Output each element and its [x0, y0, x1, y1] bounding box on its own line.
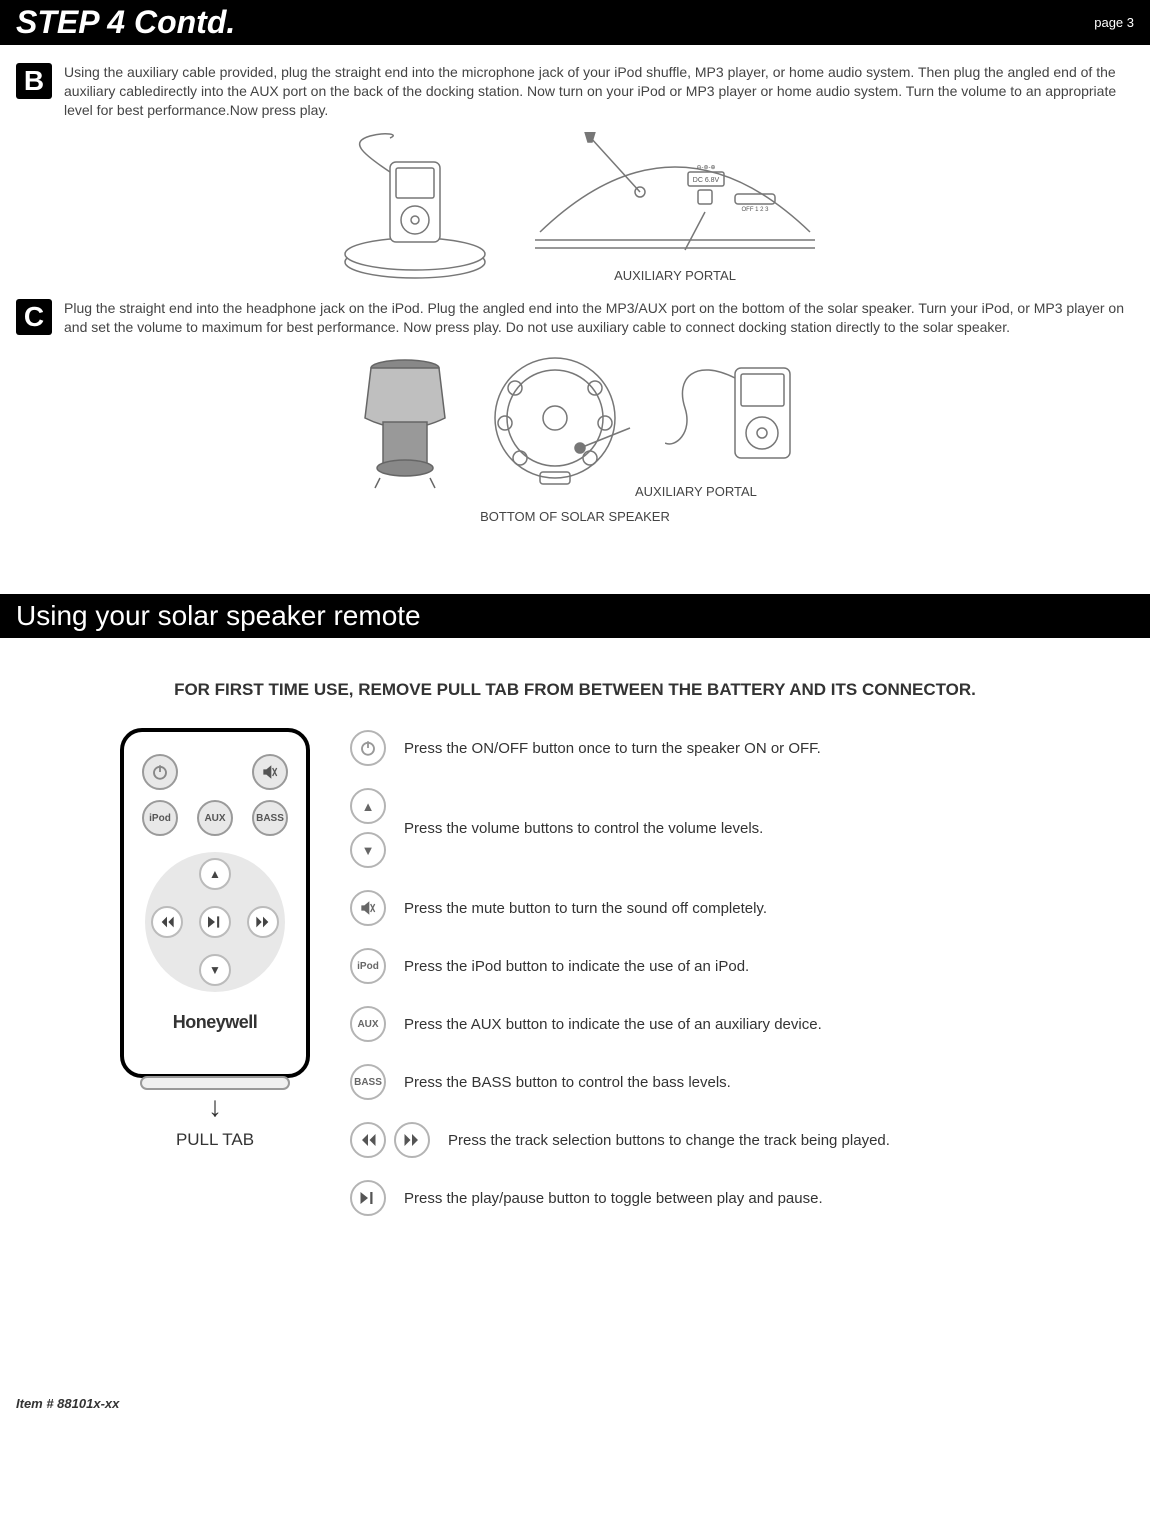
step-c-letter: C — [16, 299, 52, 335]
remote-aux-button: AUX — [197, 800, 233, 836]
remote-body: iPod AUX BASS ▲ ▼ Honeywell — [120, 728, 310, 1078]
control-row-bass: BASS Press the BASS button to control th… — [350, 1064, 1070, 1100]
next-track-icon — [394, 1122, 430, 1158]
speaker-side-illustration — [345, 348, 465, 498]
step-b-letter: B — [16, 63, 52, 99]
step-b-illustration: ⊖-⊛-⊕ DC 6.8V OFF 1 2 3 AUXILIARY PORTAL — [16, 132, 1134, 283]
step-c-aux-caption: AUXILIARY PORTAL — [635, 484, 805, 499]
step-b-block: B Using the auxiliary cable provided, pl… — [0, 45, 1150, 283]
remote-layout: iPod AUX BASS ▲ ▼ Honeywell ↓ PULL T — [0, 728, 1150, 1216]
step-b-text: Using the auxiliary cable provided, plug… — [64, 63, 1134, 120]
speaker-bottom-illustration — [480, 348, 650, 498]
control-text: Press the ON/OFF button once to turn the… — [404, 740, 821, 757]
control-row-ipod: iPod Press the iPod button to indicate t… — [350, 948, 1070, 984]
page-title: STEP 4 Contd. — [16, 4, 235, 41]
control-row-playpause: Press the play/pause button to toggle be… — [350, 1180, 1070, 1216]
footer-item-number: Item # 88101x-xx — [0, 1396, 1150, 1419]
remote-vol-up: ▲ — [199, 858, 231, 890]
remote-next — [247, 906, 279, 938]
control-text: Press the volume buttons to control the … — [404, 820, 763, 837]
control-text: Press the track selection buttons to cha… — [448, 1132, 890, 1149]
section-remote-title: Using your solar speaker remote — [0, 594, 1150, 638]
playpause-icon — [350, 1180, 386, 1216]
ipod-cable-illustration — [665, 348, 805, 478]
step-c-illustration: AUXILIARY PORTAL — [16, 348, 1134, 499]
ipod-dock-illustration — [330, 132, 500, 282]
remote-diagram: iPod AUX BASS ▲ ▼ Honeywell ↓ PULL T — [120, 728, 310, 1216]
control-text: Press the play/pause button to toggle be… — [404, 1190, 823, 1207]
control-row-volume: ▲ ▼ Press the volume buttons to control … — [350, 788, 1070, 868]
remote-ipod-button: iPod — [142, 800, 178, 836]
controls-list: Press the ON/OFF button once to turn the… — [350, 728, 1070, 1216]
mute-icon — [350, 890, 386, 926]
vol-up-icon: ▲ — [350, 788, 386, 824]
remote-vol-down: ▼ — [199, 954, 231, 986]
control-text: Press the mute button to turn the sound … — [404, 900, 767, 917]
step-c-bottom-caption: BOTTOM OF SOLAR SPEAKER — [16, 509, 1134, 524]
control-text: Press the AUX button to indicate the use… — [404, 1016, 822, 1033]
svg-text:⊖-⊛-⊕: ⊖-⊛-⊕ — [696, 165, 715, 171]
pull-tab-label: PULL TAB — [176, 1130, 254, 1150]
vol-down-icon: ▼ — [350, 832, 386, 868]
control-row-aux: AUX Press the AUX button to indicate the… — [350, 1006, 1070, 1042]
first-use-notice: FOR FIRST TIME USE, REMOVE PULL TAB FROM… — [0, 680, 1150, 700]
remote-prev — [151, 906, 183, 938]
power-icon — [350, 730, 386, 766]
bass-icon: BASS — [350, 1064, 386, 1100]
dc-label: DC 6.8V — [693, 177, 720, 184]
remote-bass-button: BASS — [252, 800, 288, 836]
remote-dpad: ▲ ▼ — [145, 852, 285, 992]
step-c-block: C Plug the straight end into the headpho… — [0, 293, 1150, 525]
dock-back-illustration: ⊖-⊛-⊕ DC 6.8V OFF 1 2 3 — [530, 132, 820, 262]
pull-tab-slot — [140, 1076, 290, 1090]
header-bar: STEP 4 Contd. page 3 — [0, 0, 1150, 45]
remote-play-pause — [199, 906, 231, 938]
ipod-icon: iPod — [350, 948, 386, 984]
step-b-aux-caption: AUXILIARY PORTAL — [530, 268, 820, 283]
prev-track-icon — [350, 1122, 386, 1158]
remote-mute-button — [252, 754, 288, 790]
aux-icon: AUX — [350, 1006, 386, 1042]
control-row-track: Press the track selection buttons to cha… — [350, 1122, 1070, 1158]
switch-label: OFF 1 2 3 — [741, 207, 769, 213]
control-row-mute: Press the mute button to turn the sound … — [350, 890, 1070, 926]
step-c-text: Plug the straight end into the headphone… — [64, 299, 1134, 337]
control-text: Press the BASS button to control the bas… — [404, 1074, 731, 1091]
page-number: page 3 — [1094, 15, 1134, 30]
remote-power-button — [142, 754, 178, 790]
control-row-power: Press the ON/OFF button once to turn the… — [350, 730, 1070, 766]
remote-brand: Honeywell — [173, 1012, 258, 1033]
control-text: Press the iPod button to indicate the us… — [404, 958, 749, 975]
arrow-down-icon: ↓ — [208, 1094, 222, 1119]
